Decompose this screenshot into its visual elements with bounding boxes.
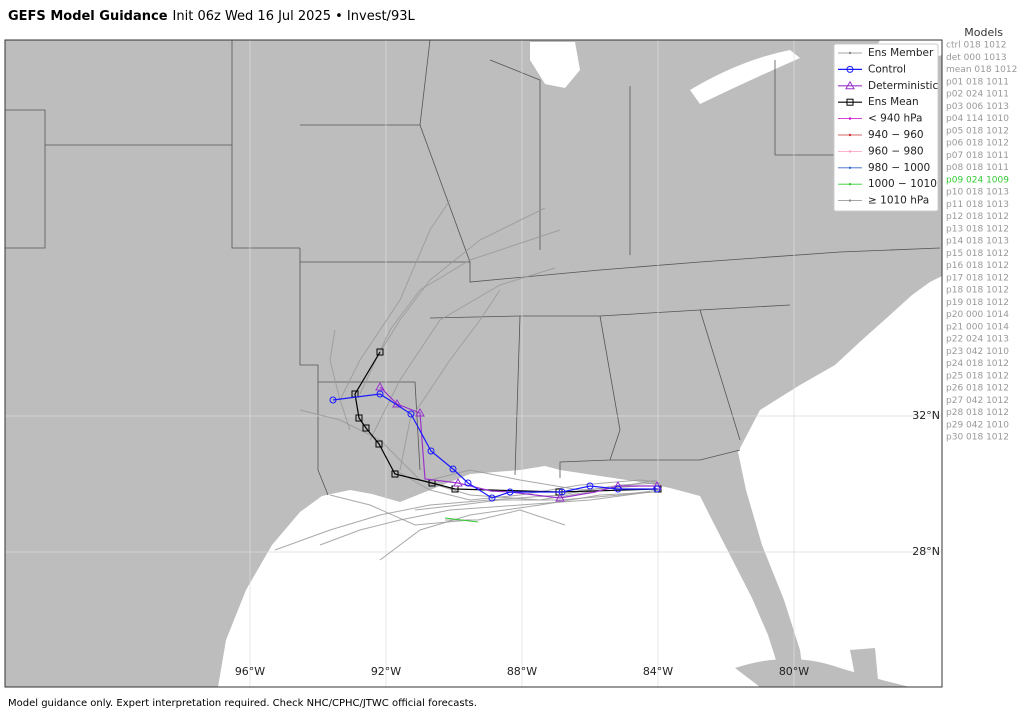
lon-label: 96°W bbox=[235, 665, 265, 678]
footer: Model guidance only. Expert interpretati… bbox=[8, 698, 477, 709]
model-entry: p10 018 1013 bbox=[946, 188, 1009, 198]
model-entry: p26 018 1012 bbox=[946, 384, 1009, 394]
model-entry: p14 018 1013 bbox=[946, 237, 1009, 247]
model-entry: ctrl 018 1012 bbox=[946, 41, 1006, 51]
model-entry: p13 018 1012 bbox=[946, 224, 1009, 234]
deterministic-track bbox=[375, 381, 662, 502]
lon-label: 80°W bbox=[779, 665, 809, 678]
legend-label: < 940 hPa bbox=[868, 113, 922, 125]
model-entry: p08 018 1011 bbox=[946, 163, 1009, 173]
legend-marker bbox=[848, 183, 852, 186]
model-entry: p01 018 1011 bbox=[946, 77, 1009, 87]
legend: Ens Member Control Deterministic Ens Mean < … bbox=[833, 43, 939, 212]
legend-marker bbox=[848, 51, 852, 55]
legend-marker bbox=[845, 80, 855, 90]
model-entry: p15 018 1012 bbox=[946, 249, 1009, 259]
model-entry: p19 018 1012 bbox=[946, 298, 1009, 308]
legend-label: 960 − 980 bbox=[868, 145, 924, 157]
model-entry: p20 000 1014 bbox=[946, 310, 1009, 320]
model-entry: p16 018 1012 bbox=[946, 261, 1009, 271]
legend-marker bbox=[846, 65, 854, 73]
model-entry: p07 018 1011 bbox=[946, 151, 1009, 161]
legend-label: ≥ 1010 hPa bbox=[868, 195, 929, 207]
model-entry: p17 018 1012 bbox=[946, 273, 1009, 283]
lat-label: 32°N bbox=[912, 409, 940, 422]
cuba bbox=[735, 659, 910, 687]
legend-marker bbox=[848, 166, 852, 169]
atlantic-ocean bbox=[738, 276, 942, 687]
model-entry: p27 042 1012 bbox=[946, 396, 1009, 406]
model-entry: p25 018 1012 bbox=[946, 371, 1009, 381]
title: GEFS Model Guidance bbox=[8, 9, 168, 24]
lon-label: 84°W bbox=[643, 665, 673, 678]
legend-label: Deterministic bbox=[868, 80, 938, 92]
lon-label: 88°W bbox=[507, 665, 537, 678]
model-entry: p11 018 1013 bbox=[946, 200, 1009, 210]
state-borders bbox=[5, 39, 941, 496]
legend-label: Control bbox=[868, 63, 906, 75]
map bbox=[5, 39, 942, 687]
bahamas bbox=[850, 648, 878, 680]
model-entry: p05 018 1012 bbox=[946, 126, 1009, 136]
model-entry: p04 114 1010 bbox=[946, 114, 1009, 124]
lake-michigan bbox=[530, 42, 580, 88]
legend-label: 1000 − 1010 bbox=[868, 178, 937, 190]
lat-label: 28°N bbox=[912, 545, 940, 558]
model-entry: p03 006 1013 bbox=[946, 102, 1009, 112]
legend-label: 980 − 1000 bbox=[868, 162, 930, 174]
model-entry: p18 018 1012 bbox=[946, 286, 1009, 296]
model-entry: p28 018 1012 bbox=[946, 408, 1009, 418]
lake-erie bbox=[690, 50, 800, 104]
subtitle: Init 06z Wed 16 Jul 2025 • Invest/93L bbox=[173, 9, 416, 24]
ensemble-tracks bbox=[274, 199, 661, 561]
model-entry: p29 042 1010 bbox=[946, 420, 1009, 430]
legend-marker bbox=[848, 199, 852, 202]
title-line: GEFS Model Guidance Init 06z Wed 16 Jul 2… bbox=[8, 9, 415, 24]
legend-label: 940 − 960 bbox=[868, 129, 924, 141]
model-entry: p12 018 1012 bbox=[946, 212, 1009, 222]
legend-marker bbox=[848, 150, 852, 153]
models-title: Models bbox=[964, 26, 1003, 39]
legend-label: Ens Member bbox=[868, 47, 934, 59]
lon-label: 92°W bbox=[371, 665, 401, 678]
model-entry: p09 024 1009 bbox=[946, 175, 1009, 185]
model-entry: p23 042 1010 bbox=[946, 347, 1009, 357]
graticule bbox=[5, 40, 942, 687]
model-entry: p30 018 1012 bbox=[946, 433, 1009, 443]
legend-marker bbox=[846, 98, 854, 106]
labels: Models ctrl 018 1012 det 000 1013 mean 018 … bbox=[235, 26, 1018, 678]
map-frame bbox=[4, 39, 943, 688]
model-entry: det 000 1013 bbox=[946, 53, 1007, 63]
model-entry: mean 018 1012 bbox=[946, 65, 1017, 75]
legend-marker bbox=[848, 117, 852, 120]
model-entry: p02 024 1011 bbox=[946, 90, 1009, 100]
legend-label: Ens Mean bbox=[868, 96, 919, 108]
model-entry: p24 018 1012 bbox=[946, 359, 1009, 369]
control-track bbox=[329, 390, 661, 502]
model-entry: p22 024 1013 bbox=[946, 335, 1009, 345]
model-entry: p06 018 1012 bbox=[946, 139, 1009, 149]
legend-marker bbox=[848, 133, 852, 137]
model-entry: p21 000 1014 bbox=[946, 322, 1009, 332]
